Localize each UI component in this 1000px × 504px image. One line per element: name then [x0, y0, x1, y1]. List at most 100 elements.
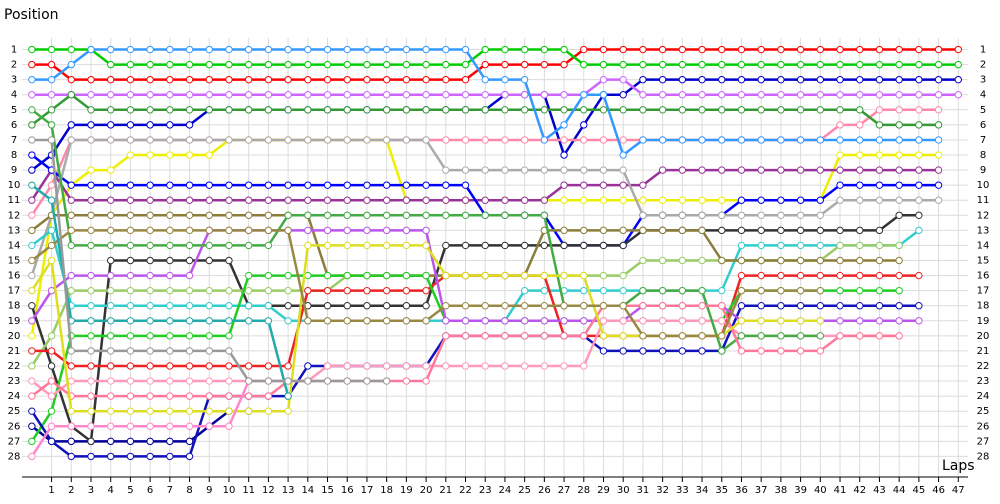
position-marker	[678, 45, 687, 54]
position-marker	[422, 271, 430, 280]
position-marker	[225, 347, 233, 355]
position-marker	[619, 332, 627, 340]
position-marker	[560, 106, 568, 114]
position-marker	[343, 91, 351, 99]
position-marker	[580, 317, 588, 325]
y-tick-label-right: 25	[977, 406, 990, 417]
position-marker	[658, 286, 667, 295]
y-tick-label: 23	[8, 376, 21, 387]
position-marker	[126, 45, 135, 54]
position-marker	[225, 226, 233, 235]
x-tick-label: 11	[242, 485, 255, 496]
position-marker	[599, 241, 608, 250]
position-marker	[737, 45, 746, 54]
position-marker	[836, 181, 844, 189]
x-tick-label: 8	[186, 485, 192, 496]
position-marker	[540, 60, 549, 69]
position-marker	[402, 106, 411, 114]
position-marker	[856, 91, 864, 99]
position-marker	[264, 106, 273, 114]
position-marker	[304, 317, 312, 325]
position-marker	[205, 317, 213, 325]
position-marker	[777, 211, 785, 219]
position-marker	[895, 332, 903, 340]
y-tick-label: 12	[8, 210, 21, 221]
position-marker	[560, 271, 568, 280]
position-marker	[875, 241, 884, 250]
position-marker	[639, 106, 647, 114]
position-marker	[461, 332, 470, 340]
position-marker	[166, 286, 174, 295]
position-marker	[560, 241, 568, 250]
position-marker	[481, 136, 489, 144]
position-marker	[836, 196, 844, 204]
position-marker	[126, 332, 135, 340]
position-marker	[264, 407, 273, 415]
position-marker	[402, 181, 411, 189]
position-marker	[28, 106, 36, 114]
position-marker	[718, 332, 726, 340]
position-marker	[264, 136, 273, 144]
position-marker	[619, 75, 627, 84]
position-marker	[146, 407, 154, 415]
position-marker	[205, 60, 213, 69]
position-marker	[28, 302, 36, 310]
position-marker	[698, 91, 706, 99]
position-marker	[718, 196, 726, 204]
position-marker	[856, 271, 864, 280]
position-marker	[481, 317, 489, 325]
position-marker	[107, 211, 115, 219]
position-marker	[836, 332, 844, 340]
position-marker	[126, 317, 135, 325]
position-marker	[658, 136, 667, 144]
position-marker	[205, 362, 213, 370]
position-marker	[264, 286, 273, 295]
position-marker	[639, 256, 647, 265]
position-marker	[146, 286, 154, 295]
position-marker	[264, 45, 273, 54]
position-marker	[185, 226, 194, 235]
position-marker	[816, 91, 825, 99]
position-marker	[402, 241, 411, 250]
position-marker	[737, 286, 746, 295]
position-marker	[757, 317, 765, 325]
y-axis-title: Position	[4, 7, 59, 23]
y-tick-label-right: 27	[977, 436, 990, 447]
position-marker	[225, 106, 233, 114]
position-marker	[304, 226, 312, 235]
position-marker	[343, 377, 351, 385]
position-marker	[757, 91, 765, 99]
position-marker	[28, 347, 36, 355]
position-marker	[225, 422, 233, 430]
position-marker	[126, 241, 135, 250]
position-marker	[875, 75, 884, 84]
position-marker	[422, 45, 430, 54]
position-marker	[737, 332, 746, 340]
position-marker	[560, 121, 568, 129]
y-tick-label-right: 22	[977, 361, 990, 372]
position-marker	[47, 377, 56, 385]
position-marker	[323, 106, 332, 114]
position-marker	[166, 271, 174, 280]
position-marker	[185, 75, 194, 84]
position-marker	[580, 196, 588, 204]
position-marker	[875, 91, 884, 99]
x-tick-label: 12	[262, 485, 275, 496]
position-marker	[284, 196, 292, 204]
position-marker	[481, 302, 489, 310]
position-marker	[816, 347, 825, 355]
y-tick-label-right: 10	[977, 180, 990, 191]
position-marker	[875, 226, 884, 235]
position-marker	[718, 136, 726, 144]
position-marker	[481, 196, 489, 204]
position-marker	[244, 271, 253, 280]
position-marker	[422, 181, 430, 189]
position-marker	[836, 45, 844, 54]
position-marker	[461, 362, 470, 370]
position-marker	[461, 211, 470, 219]
position-marker	[67, 211, 75, 219]
position-marker	[934, 60, 943, 69]
position-marker	[244, 226, 253, 235]
position-marker	[422, 226, 430, 235]
position-marker	[264, 392, 273, 400]
